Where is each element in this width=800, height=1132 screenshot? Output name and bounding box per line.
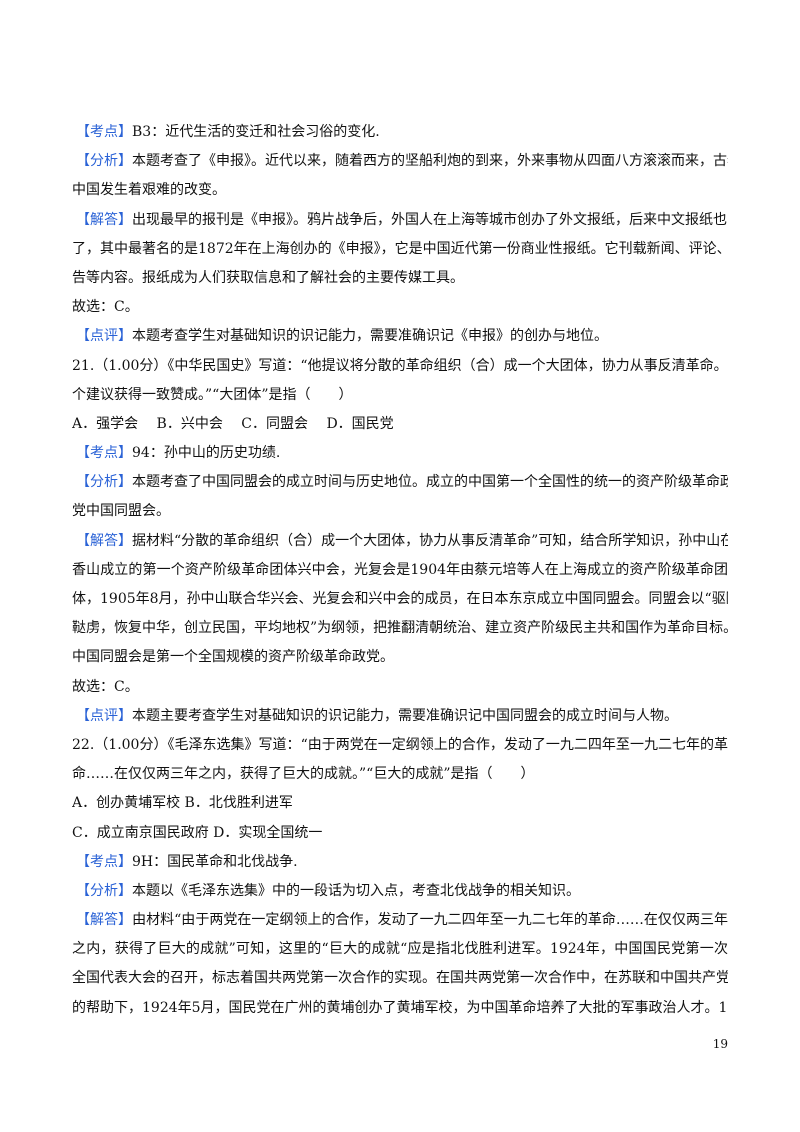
text-line: 命……在仅仅两三年之内，获得了巨大的成就。”“巨大的成就”是指（ ） xyxy=(72,760,728,789)
line-text: 了，其中最著名的是1872年在上海创办的《申报》，它是中国近代第一份商业性报纸。… xyxy=(72,240,728,257)
section-tag: 【点评】 xyxy=(76,707,132,724)
section-tag: 【考点】 xyxy=(76,445,132,462)
line-text: 本题考查了中国同盟会的成立时间与历史地位。成立的中国第一个全国性的统一的资产阶级… xyxy=(132,474,728,491)
line-text: A．创办黄埔军校 B．北伐胜利进军 xyxy=(72,795,293,812)
section-tag: 【分析】 xyxy=(76,474,132,491)
section-tag: 【考点】 xyxy=(76,853,132,870)
line-text: 命……在仅仅两三年之内，获得了巨大的成就。”“巨大的成就”是指（ ） xyxy=(72,766,535,783)
line-text: 本题考查了《申报》。近代以来，随着西方的坚船利炮的到来，外来事物从四面八方滚滚而… xyxy=(132,153,728,170)
line-text: 体，1905年8月，孙中山联合华兴会、光复会和兴中会的成员，在日本东京成立中国同… xyxy=(72,591,728,607)
line-text: 94：孙中山的历史功绩. xyxy=(132,445,281,462)
text-line: 了，其中最著名的是1872年在上海创办的《申报》，它是中国近代第一份商业性报纸。… xyxy=(72,235,728,264)
line-text: 个建议获得一致赞成。”“大团体”是指（ ） xyxy=(72,386,353,403)
text-line: 个建议获得一致赞成。”“大团体”是指（ ） xyxy=(72,381,728,410)
text-line: 【点评】本题主要考查学生对基础知识的识记能力，需要准确识记中国同盟会的成立时间与… xyxy=(76,702,728,731)
line-text: 据材料“分散的革命组织（合）成一个大团体，协力从事反清革命”可知，结合所学知识，… xyxy=(132,532,728,549)
text-line: 中国同盟会是第一个全国规模的资产阶级革命政党。 xyxy=(72,643,728,672)
line-text: 9H：国民革命和北伐战争. xyxy=(132,853,298,870)
line-text: 由材料“由于两党在一定纲领上的合作，发动了一九二四年至一九二七年的革命……在仅仅… xyxy=(132,912,728,929)
line-text: 鞑虏，恢复中华，创立民国，平均地权”为纲领，把推翻清朝统治、建立资产阶级民主共和… xyxy=(72,620,728,637)
text-line: 的帮助下，1924年5月，国民党在广州的黄埔创办了黄埔军校，为中国革命培养了大批… xyxy=(72,994,728,1023)
text-line: 【解答】据材料“分散的革命组织（合）成一个大团体，协力从事反清革命”可知，结合所… xyxy=(76,527,728,556)
line-text: 故选：C。 xyxy=(72,299,139,316)
text-line: 告等内容。报纸成为人们获取信息和了解社会的主要传媒工具。 xyxy=(72,264,728,293)
page-number: 19 xyxy=(712,1037,728,1051)
line-text: 的帮助下，1924年5月，国民党在广州的黄埔创办了黄埔军校，为中国革命培养了大批… xyxy=(72,999,728,1016)
line-text: 22.（1.00分）《毛泽东选集》写道：“由于两党在一定纲领上的合作，发动了一九… xyxy=(72,736,728,753)
text-line: 22.（1.00分）《毛泽东选集》写道：“由于两党在一定纲领上的合作，发动了一九… xyxy=(72,731,728,760)
text-line: 【点评】本题考查学生对基础知识的识记能力，需要准确识记《申报》的创办与地位。 xyxy=(76,322,728,351)
line-text: 21.（1.00分）《中华民国史》写道：“他提议将分散的革命组织（合）成一个大团… xyxy=(72,357,728,374)
text-line: 【解答】出现最早的报刊是《申报》。鸦片战争后，外国人在上海等城市创办了外文报纸，… xyxy=(76,206,728,235)
line-text: B3：近代生活的变迁和社会习俗的变化. xyxy=(132,124,380,140)
text-line: 鞑虏，恢复中华，创立民国，平均地权”为纲领，把推翻清朝统治、建立资产阶级民主共和… xyxy=(72,614,728,643)
line-text: 本题考查学生对基础知识的识记能力，需要准确识记《申报》的创办与地位。 xyxy=(132,328,608,345)
line-text: 之内，获得了巨大的成就”可知，这里的“巨大的成就“应是指北伐胜利进军。1924年… xyxy=(72,941,728,958)
text-line: C．成立南京国民政府 D．实现全国统一 xyxy=(72,819,728,848)
document-body: 【考点】B3：近代生活的变迁和社会习俗的变化. 【分析】本题考查了《申报》。近代以… xyxy=(72,118,728,1023)
section-tag: 【解答】 xyxy=(76,211,132,228)
text-line: 中国发生着艰难的改变。 xyxy=(72,176,728,205)
text-line: 【解答】由材料“由于两党在一定纲领上的合作，发动了一九二四年至一九二七年的革命…… xyxy=(76,906,728,935)
line-text: 全国代表大会的召开，标志着国共两党第一次合作的实现。在国共两党第一次合作中，在苏… xyxy=(72,970,728,987)
section-tag: 【分析】 xyxy=(76,153,132,170)
line-text: 故选：C。 xyxy=(72,678,139,695)
line-text: C．成立南京国民政府 D．实现全国统一 xyxy=(72,824,323,841)
line-text: 告等内容。报纸成为人们获取信息和了解社会的主要传媒工具。 xyxy=(72,269,464,286)
text-line: 故选：C。 xyxy=(72,293,728,322)
text-line: 体，1905年8月，孙中山联合华兴会、光复会和兴中会的成员，在日本东京成立中国同… xyxy=(72,585,728,614)
text-line: 党中国同盟会。 xyxy=(72,497,728,526)
section-tag: 【考点】 xyxy=(76,124,132,140)
text-line: 【分析】本题考查了《申报》。近代以来，随着西方的坚船利炮的到来，外来事物从四面八… xyxy=(76,147,728,176)
text-line: 【分析】本题考查了中国同盟会的成立时间与历史地位。成立的中国第一个全国性的统一的… xyxy=(76,468,728,497)
section-tag: 【解答】 xyxy=(76,912,133,929)
line-text: 香山成立的第一个资产阶级革命团体兴中会，光复会是1904年由蔡元培等人在上海成立… xyxy=(72,561,728,578)
text-line: 全国代表大会的召开，标志着国共两党第一次合作的实现。在国共两党第一次合作中，在苏… xyxy=(72,964,728,993)
line-text: 出现最早的报刊是《申报》。鸦片战争后，外国人在上海等城市创办了外文报纸，后来中文… xyxy=(132,211,728,228)
line-text: 中国同盟会是第一个全国规模的资产阶级革命政党。 xyxy=(72,649,394,666)
text-line: 21.（1.00分）《中华民国史》写道：“他提议将分散的革命组织（合）成一个大团… xyxy=(72,352,728,381)
line-text: 本题主要考查学生对基础知识的识记能力，需要准确识记中国同盟会的成立时间与人物。 xyxy=(132,707,678,724)
text-line: 【考点】9H：国民革命和北伐战争. xyxy=(76,848,728,877)
section-tag: 【解答】 xyxy=(76,532,132,549)
text-line: A．创办黄埔军校 B．北伐胜利进军 xyxy=(72,789,728,818)
text-line: 【考点】94：孙中山的历史功绩. xyxy=(76,439,728,468)
text-line: 【分析】本题以《毛泽东选集》中的一段话为切入点，考查北伐战争的相关知识。 xyxy=(76,877,728,906)
text-line: 香山成立的第一个资产阶级革命团体兴中会，光复会是1904年由蔡元培等人在上海成立… xyxy=(72,556,728,585)
text-line: A．强学会 B．兴中会 C．同盟会 D．国民党 xyxy=(72,410,728,439)
text-line: 【考点】B3：近代生活的变迁和社会习俗的变化. xyxy=(76,118,728,147)
section-tag: 【分析】 xyxy=(76,882,132,899)
line-text: 党中国同盟会。 xyxy=(72,503,170,520)
section-tag: 【点评】 xyxy=(76,328,132,345)
line-text: 本题以《毛泽东选集》中的一段话为切入点，考查北伐战争的相关知识。 xyxy=(132,882,580,899)
text-line: 之内，获得了巨大的成就”可知，这里的“巨大的成就“应是指北伐胜利进军。1924年… xyxy=(72,935,728,964)
line-text: A．强学会 B．兴中会 C．同盟会 D．国民党 xyxy=(72,415,394,432)
line-text: 中国发生着艰难的改变。 xyxy=(72,182,226,199)
text-line: 故选：C。 xyxy=(72,673,728,702)
